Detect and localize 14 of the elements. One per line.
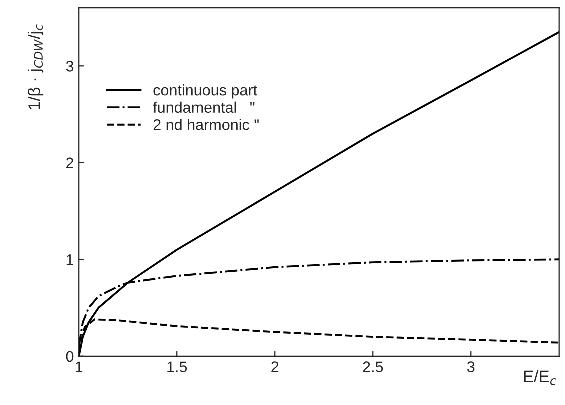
x-tick-label: 1.5 bbox=[168, 362, 188, 372]
x-tick-label: 3 bbox=[467, 362, 475, 372]
legend-label: continuous part bbox=[154, 84, 258, 99]
x-tick-label: 2 bbox=[272, 362, 279, 372]
y-tick-label: 3 bbox=[66, 61, 74, 72]
x-axis-title: E/E$_{c}$ bbox=[524, 370, 556, 386]
y-axis-title: 1/β · j$_{CDW}$/j$_{c}$ bbox=[28, 24, 44, 110]
y-tick-label: 2 bbox=[66, 158, 74, 168]
y-tick-label: 0 bbox=[66, 351, 74, 362]
legend-label: fundamental " bbox=[153, 102, 255, 114]
x-tick-label: 1 bbox=[76, 362, 83, 372]
y-tick-label: 1 bbox=[66, 254, 74, 266]
x-tick-label: 2.5 bbox=[363, 362, 384, 372]
legend-label: 2 nd harmonic " bbox=[154, 119, 259, 130]
